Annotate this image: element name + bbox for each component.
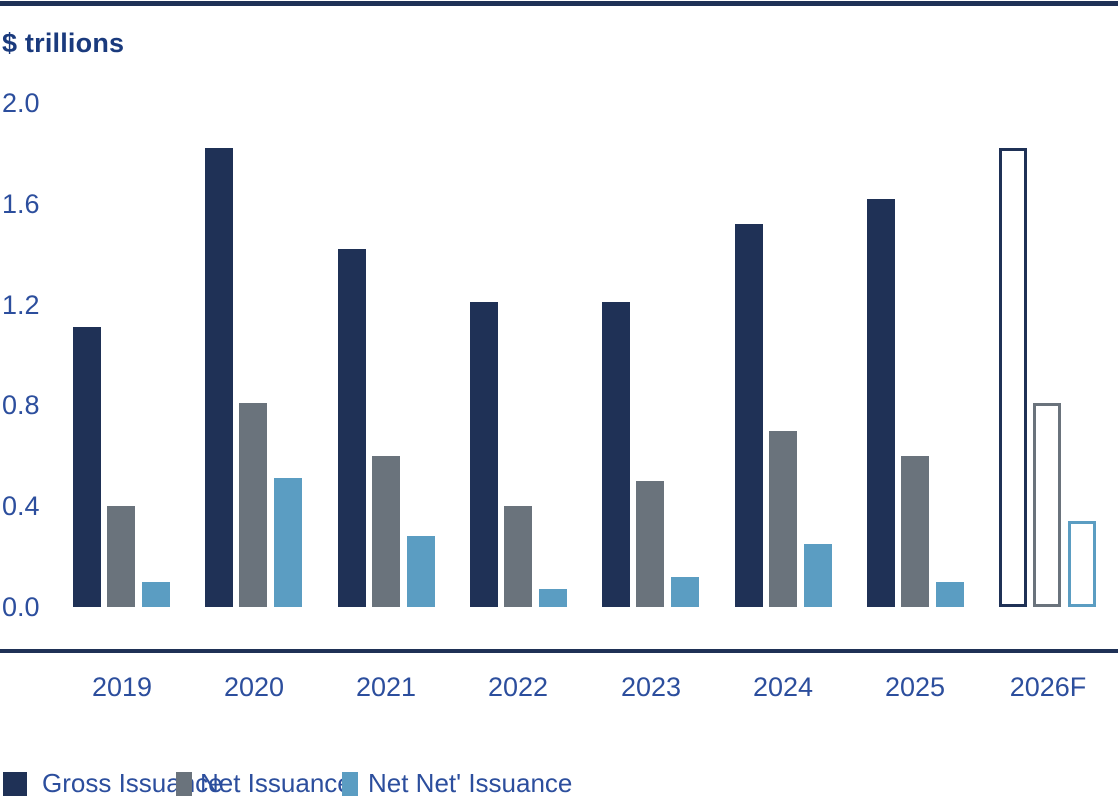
legend-swatch-gross-issuance — [3, 772, 27, 796]
bar-net-net-issuance-2023 — [671, 577, 699, 607]
bar-net-net-issuance-2022 — [539, 589, 567, 607]
legend-swatch-net-issuance — [176, 772, 192, 796]
top-rule — [0, 1, 1118, 6]
bar-gross-issuance-2024 — [735, 224, 763, 607]
bar-net-issuance-2026f — [1033, 403, 1061, 607]
bar-net-issuance-2024 — [769, 431, 797, 607]
bar-net-issuance-2023 — [636, 481, 664, 607]
x-tick-label-2023: 2023 — [620, 672, 682, 702]
bar-gross-issuance-2022 — [470, 302, 498, 607]
x-tick-label-2025: 2025 — [884, 672, 946, 702]
bar-gross-issuance-2021 — [338, 249, 366, 607]
x-tick-label-2019: 2019 — [91, 672, 153, 702]
bar-net-issuance-2021 — [372, 456, 400, 607]
y-tick-label-0.4: 0.4 — [2, 491, 40, 521]
y-tick-label-2.0: 2.0 — [2, 88, 40, 118]
y-tick-label-1.2: 1.2 — [2, 290, 40, 320]
x-tick-label-2020: 2020 — [223, 672, 285, 702]
legend-label-net-net-issuance: Net Net' Issuance — [368, 768, 573, 798]
x-axis-line — [0, 649, 1118, 653]
bar-net-issuance-2020 — [239, 403, 267, 607]
bar-gross-issuance-2025 — [867, 199, 895, 607]
legend-label-net-issuance: Net Issuance — [200, 768, 352, 798]
y-tick-label-0.0: 0.0 — [2, 592, 40, 622]
y-tick-label-0.8: 0.8 — [2, 390, 40, 420]
bar-gross-issuance-2019 — [73, 327, 101, 607]
legend-swatch-net-net-issuance — [342, 772, 358, 796]
bar-net-issuance-2025 — [901, 456, 929, 607]
bar-net-issuance-2019 — [107, 506, 135, 607]
bar-net-net-issuance-2020 — [274, 478, 302, 607]
x-tick-label-2022: 2022 — [487, 672, 549, 702]
bar-net-net-issuance-2025 — [936, 582, 964, 607]
bar-gross-issuance-2023 — [602, 302, 630, 607]
bar-gross-issuance-2020 — [205, 148, 233, 607]
legend-label-gross-issuance: Gross Issuance — [42, 768, 223, 798]
x-tick-label-2026f: 2026F — [1009, 672, 1087, 702]
bar-net-net-issuance-2026f — [1068, 521, 1096, 607]
bar-net-issuance-2022 — [504, 506, 532, 607]
bar-net-net-issuance-2021 — [407, 536, 435, 607]
x-tick-label-2024: 2024 — [752, 672, 814, 702]
chart-title: $ trillions — [2, 28, 125, 58]
bar-net-net-issuance-2019 — [142, 582, 170, 607]
bar-gross-issuance-2026f — [999, 148, 1027, 607]
x-tick-label-2021: 2021 — [355, 672, 417, 702]
bar-net-net-issuance-2024 — [804, 544, 832, 607]
y-tick-label-1.6: 1.6 — [2, 189, 40, 219]
